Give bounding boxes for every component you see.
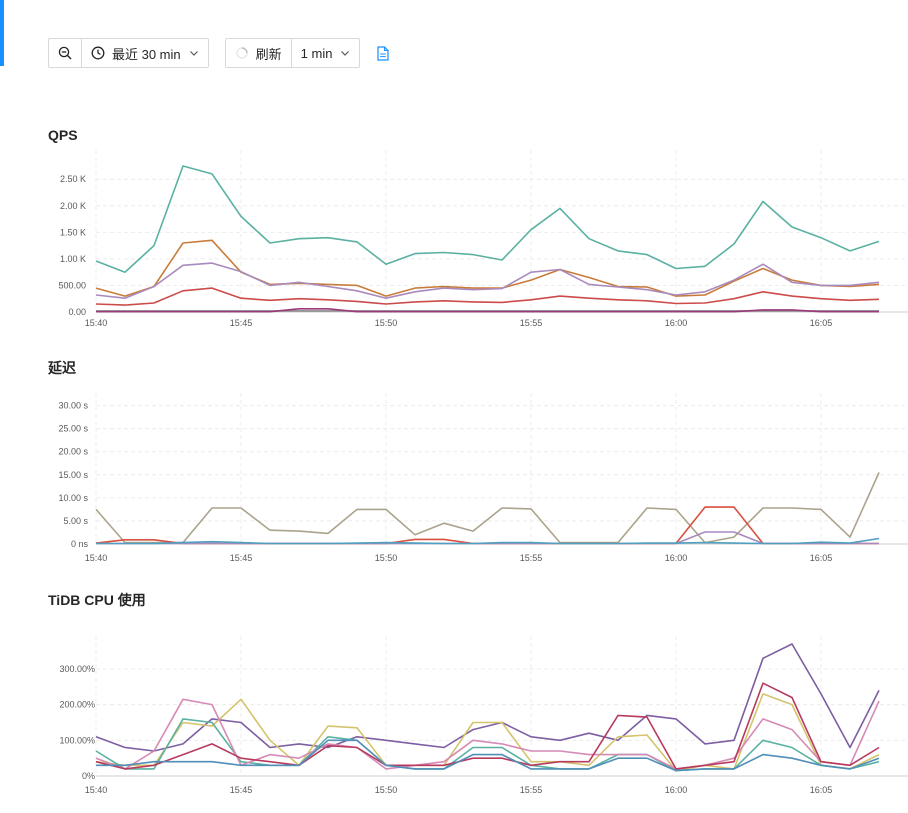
y-tick-label: 2.00 K xyxy=(60,201,86,211)
y-tick-label: 10.00 s xyxy=(58,493,88,503)
chevron-down-icon xyxy=(340,46,350,60)
grid xyxy=(95,636,908,777)
refresh-interval-select[interactable]: 1 min xyxy=(290,39,360,67)
y-tick-label: 1.50 K xyxy=(60,227,86,237)
time-range-label: 最近 30 min xyxy=(112,46,181,62)
zoom-out-icon xyxy=(58,46,72,60)
time-range-select[interactable]: 最近 30 min xyxy=(81,39,208,67)
x-tick-label: 16:05 xyxy=(810,553,833,563)
refresh-label: 刷新 xyxy=(255,46,282,62)
y-tick-label: 500.00 xyxy=(58,280,86,290)
y-tick-label: 1.00 K xyxy=(60,254,86,264)
x-tick-label: 16:00 xyxy=(665,785,688,795)
series-line-0 xyxy=(95,472,880,544)
x-tick-label: 15:45 xyxy=(230,785,253,795)
x-tick-label: 16:05 xyxy=(810,785,833,795)
series-line-4 xyxy=(95,682,880,770)
cpu-title: TiDB CPU 使用 xyxy=(48,592,146,608)
series-line-0 xyxy=(95,643,880,752)
series-line-1 xyxy=(95,506,879,545)
toolbar: 最近 30 min 刷新 1 min xyxy=(48,38,397,68)
y-tick-label: 25.00 s xyxy=(58,424,88,434)
x-tick-label: 15:40 xyxy=(85,553,108,563)
latency-title: 延迟 xyxy=(48,360,76,376)
y-tick-label: 0.00 xyxy=(68,307,86,317)
x-tick-label: 15:45 xyxy=(230,553,253,563)
accent-bar xyxy=(0,0,4,66)
y-tick-label: 100.00% xyxy=(59,735,95,745)
chevron-down-icon xyxy=(189,46,199,60)
x-tick-label: 15:55 xyxy=(520,553,543,563)
x-tick-label: 16:00 xyxy=(665,318,688,328)
y-tick-label: 30.00 s xyxy=(58,401,88,411)
x-tick-label: 15:55 xyxy=(520,785,543,795)
qps-title: QPS xyxy=(48,127,78,143)
file-icon[interactable] xyxy=(376,45,390,61)
x-tick-label: 16:05 xyxy=(810,318,833,328)
series-line-3 xyxy=(95,698,880,770)
series-line-3 xyxy=(96,537,880,545)
grid xyxy=(95,150,908,313)
y-tick-label: 15.00 s xyxy=(58,470,88,480)
qps-chart: 0.00 500.00 1.00 K 1.50 K 2.00 K 2.50 K 15:40 1… xyxy=(58,150,908,328)
clock-icon xyxy=(91,46,105,60)
y-tick-label: 5.00 s xyxy=(63,516,88,526)
y-tick-label: 2.50 K xyxy=(60,174,86,184)
y-tick-label: 20.00 s xyxy=(58,447,88,457)
x-tick-label: 16:00 xyxy=(665,553,688,563)
latency-chart: 0 ns 5.00 s 10.00 s 15.00 s 20.00 s 25.00 s 30… xyxy=(58,393,908,563)
x-tick-label: 15:55 xyxy=(520,318,543,328)
series-line-2 xyxy=(95,262,880,299)
y-tick-label: 300.00% xyxy=(59,664,95,674)
series-line-2 xyxy=(95,718,880,772)
x-tick-label: 15:50 xyxy=(375,785,398,795)
series-line-3 xyxy=(95,287,880,306)
series-line-1 xyxy=(95,693,880,772)
zoom-out-button[interactable] xyxy=(49,39,81,67)
time-range-group: 最近 30 min xyxy=(48,38,209,68)
series-line-0 xyxy=(95,165,880,273)
spinner-icon xyxy=(235,46,249,60)
x-tick-label: 15:50 xyxy=(375,553,398,563)
grid xyxy=(95,393,908,545)
cpu-chart: 0% 100.00% 200.00% 300.00% 15:40 15:45 15:50 15… xyxy=(59,636,908,795)
y-tick-label: 200.00% xyxy=(59,700,95,710)
x-tick-label: 15:40 xyxy=(85,785,108,795)
y-tick-label: 0 ns xyxy=(71,539,89,549)
x-tick-label: 15:45 xyxy=(230,318,253,328)
series-line-1 xyxy=(95,239,880,297)
refresh-button[interactable]: 刷新 xyxy=(226,39,291,67)
y-tick-label: 0% xyxy=(82,771,95,781)
series-line-5 xyxy=(96,739,880,772)
x-tick-label: 15:50 xyxy=(375,318,398,328)
refresh-group: 刷新 1 min xyxy=(224,38,361,68)
refresh-interval-label: 1 min xyxy=(300,45,333,61)
x-tick-label: 15:40 xyxy=(85,318,108,328)
series-line-5 xyxy=(96,308,879,313)
